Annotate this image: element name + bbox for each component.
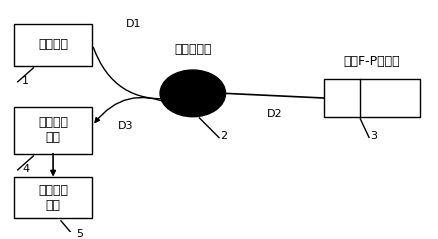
FancyArrowPatch shape [95,98,171,122]
Text: D1: D1 [126,19,141,29]
Text: 2: 2 [220,131,227,141]
Text: 光谱采集
模块: 光谱采集 模块 [38,116,68,144]
Bar [324,80,420,117]
Text: D2: D2 [267,109,283,119]
Text: 3: 3 [370,131,377,141]
Bar [14,177,92,218]
FancyArrowPatch shape [93,47,172,101]
Text: 信号处理
模块: 信号处理 模块 [38,184,68,212]
Text: D3: D3 [117,121,133,131]
Ellipse shape [160,70,226,117]
Bar [14,107,92,154]
Text: 光纤环形器: 光纤环形器 [174,43,212,56]
Text: 光源模块: 光源模块 [38,38,68,51]
Bar [14,24,92,65]
Text: 1: 1 [22,76,29,86]
Text: 4: 4 [22,164,29,174]
Text: 光纤F-P腔结构: 光纤F-P腔结构 [343,55,400,68]
Text: 5: 5 [76,228,83,239]
